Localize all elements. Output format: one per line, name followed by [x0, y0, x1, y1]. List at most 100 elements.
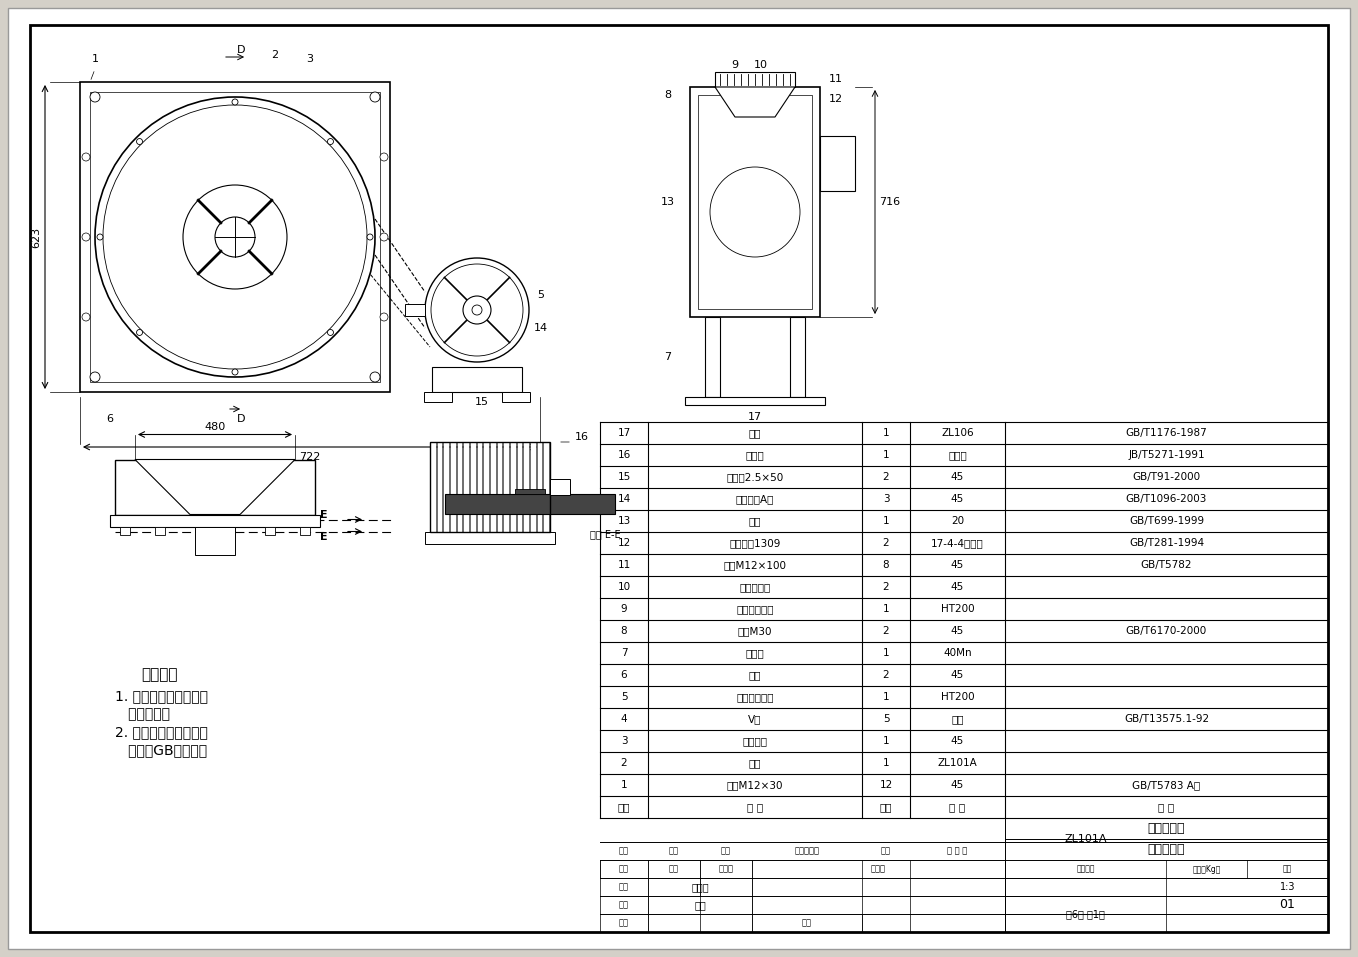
Text: 2: 2 [883, 538, 889, 548]
Text: E: E [320, 531, 327, 542]
Text: 4: 4 [445, 334, 452, 344]
Bar [424, 392, 452, 402]
Circle shape [473, 305, 482, 315]
Bar [443, 442, 449, 532]
Circle shape [369, 372, 380, 382]
Text: 1: 1 [883, 692, 889, 702]
Text: 12: 12 [828, 94, 843, 104]
Text: 13: 13 [661, 197, 675, 207]
Text: 锦纶: 锦纶 [951, 714, 964, 724]
Text: 蜗壳侧板: 蜗壳侧板 [743, 736, 767, 746]
Bar [456, 442, 462, 532]
Text: 2: 2 [272, 50, 278, 60]
Text: 45: 45 [951, 560, 964, 570]
Bar [523, 442, 530, 532]
Bar [516, 442, 523, 532]
Bar [430, 442, 436, 532]
Text: GB/T5782: GB/T5782 [1141, 560, 1192, 570]
Bar [705, 317, 720, 397]
Text: 螺栓M12×100: 螺栓M12×100 [724, 560, 786, 570]
Text: 01: 01 [1279, 899, 1296, 911]
Text: 1: 1 [883, 758, 889, 768]
Text: 9: 9 [732, 60, 739, 70]
Text: 1:3: 1:3 [1279, 882, 1296, 892]
Text: D: D [238, 414, 246, 424]
Text: 11: 11 [828, 74, 843, 84]
Text: 8: 8 [664, 90, 672, 100]
Circle shape [90, 92, 100, 102]
Text: 年月日: 年月日 [718, 864, 733, 874]
Text: 轮辐式皮带轮: 轮辐式皮带轮 [736, 692, 774, 702]
Text: 签名: 签名 [881, 847, 891, 856]
Text: 17: 17 [748, 412, 762, 422]
Bar [90, 92, 380, 382]
Bar [425, 532, 555, 544]
Bar [820, 136, 856, 190]
Bar [445, 494, 615, 514]
Text: D: D [238, 45, 246, 55]
Text: 8: 8 [621, 626, 627, 636]
Text: 6: 6 [621, 670, 627, 680]
Text: 45: 45 [951, 582, 964, 592]
Text: 签名: 签名 [669, 864, 679, 874]
Text: 2: 2 [883, 626, 889, 636]
Text: 480: 480 [204, 421, 225, 432]
Text: 批准: 批准 [803, 919, 812, 927]
Circle shape [90, 372, 100, 382]
Text: 风机轴: 风机轴 [746, 648, 765, 658]
Text: 14: 14 [534, 323, 549, 333]
Bar [155, 526, 166, 535]
Text: 45: 45 [951, 736, 964, 746]
Bar [449, 442, 456, 532]
Bar [432, 367, 521, 392]
Bar [430, 442, 550, 532]
Text: 螺母M30: 螺母M30 [737, 626, 773, 636]
Bar [716, 72, 794, 87]
Text: 年 月 日: 年 月 日 [948, 847, 968, 856]
Text: 进口集流气: 进口集流气 [739, 582, 770, 592]
Bar [265, 526, 276, 535]
Text: 备 注: 备 注 [1158, 802, 1175, 812]
Bar [463, 442, 469, 532]
Text: GB/T5783 A级: GB/T5783 A级 [1133, 780, 1200, 790]
Text: 4: 4 [621, 714, 627, 724]
Text: 2: 2 [883, 582, 889, 592]
Bar [550, 479, 570, 495]
Text: 1: 1 [883, 450, 889, 460]
Bar [543, 442, 549, 532]
Text: 阶段记号: 阶段记号 [1077, 864, 1095, 874]
Bar [497, 442, 502, 532]
Text: 电动机: 电动机 [746, 450, 765, 460]
Text: HT200: HT200 [941, 692, 974, 702]
Bar [470, 442, 475, 532]
Text: 工艺: 工艺 [619, 919, 629, 927]
Text: 设计: 设计 [619, 864, 629, 874]
Text: 45: 45 [951, 670, 964, 680]
Bar [515, 489, 545, 494]
Circle shape [95, 97, 375, 377]
Text: 17: 17 [618, 428, 630, 438]
Text: 7: 7 [621, 648, 627, 658]
Text: 剖面 E-E: 剖面 E-E [589, 529, 621, 539]
Circle shape [232, 369, 238, 375]
Bar [405, 304, 425, 316]
Text: 审核: 审核 [619, 901, 629, 909]
Circle shape [327, 329, 334, 336]
Circle shape [232, 99, 238, 105]
Circle shape [425, 258, 530, 362]
Text: 6: 6 [106, 414, 114, 424]
Text: 1: 1 [91, 54, 99, 64]
Text: 比例: 比例 [1283, 864, 1291, 874]
Text: 共6张 第1张: 共6张 第1张 [1066, 909, 1105, 919]
Circle shape [380, 153, 388, 161]
Circle shape [380, 233, 388, 241]
Circle shape [327, 139, 334, 145]
Text: 45: 45 [951, 494, 964, 504]
Text: 蜗壳: 蜗壳 [748, 758, 762, 768]
Text: 螺栓M12×30: 螺栓M12×30 [727, 780, 784, 790]
Text: 标准化: 标准化 [870, 864, 885, 874]
Text: 重量（Kg）: 重量（Kg） [1192, 864, 1221, 874]
Polygon shape [716, 87, 794, 117]
Text: GB/T13575.1-92: GB/T13575.1-92 [1124, 714, 1209, 724]
Text: 16: 16 [574, 432, 589, 442]
